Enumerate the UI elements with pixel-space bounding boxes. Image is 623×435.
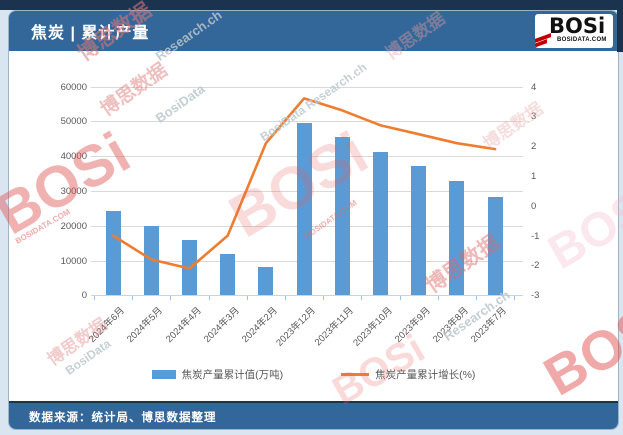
y-axis-left-tick-label: 60000: [60, 81, 87, 93]
x-axis-category-label: 2023年10月: [350, 305, 395, 350]
y-axis-left-tick-label: 40000: [60, 151, 87, 163]
y-axis-right-tick-label: 0: [531, 200, 537, 212]
x-axis-category-label: 2023年8月: [430, 305, 471, 346]
bar: [258, 267, 274, 296]
bosidata-logo: BOSi BOSIDATA.COM: [535, 14, 613, 48]
y-axis-left-tick-label: 30000: [60, 185, 87, 197]
logo-domain-text: BOSIDATA.COM: [557, 37, 607, 43]
bar: [334, 137, 350, 296]
y-axis-left-tick-label: 10000: [60, 255, 87, 267]
x-axis-tick: [208, 296, 210, 301]
top-frame-bar: [0, 0, 623, 10]
x-axis-tick: [399, 296, 401, 301]
y-axis-right-tick-label: -2: [531, 260, 540, 272]
bar: [182, 239, 197, 296]
logo-brand-text: BOSi: [549, 14, 606, 38]
gridline: [91, 225, 523, 227]
bar: [105, 211, 121, 296]
page-title: 焦炭 | 累计产量: [31, 25, 150, 42]
x-axis-tick: [94, 296, 95, 301]
x-axis-category-label: 2024年6月: [87, 305, 127, 346]
x-axis-tick: [361, 296, 363, 301]
x-axis-tick: [132, 296, 134, 301]
bar: [143, 226, 159, 296]
bar: [411, 165, 427, 296]
x-axis-category-label: 2023年11月: [313, 305, 357, 349]
legend-label: 焦炭产量累计值(万吨): [181, 369, 284, 381]
x-axis-tick: [476, 296, 477, 301]
right-frame-bar: [617, 0, 623, 52]
legend-item-bar-series: 焦炭产量累计值(万吨): [151, 367, 284, 382]
y-axis-right-tick-label: -3: [531, 290, 540, 302]
legend-label: 焦炭产量累计增长(%): [375, 369, 476, 381]
gridline: [91, 260, 523, 262]
x-axis-category-label: 2023年7月: [469, 305, 509, 346]
x-axis-tick: [246, 296, 248, 301]
x-axis-category-label: 2024年4月: [163, 305, 204, 346]
y-axis-left-tick-label: 20000: [60, 220, 87, 232]
gridline: [91, 190, 523, 192]
chart-legend: 焦炭产量累计值(万吨) 焦炭产量累计增长(%): [9, 367, 618, 382]
y-axis-right-tick-label: 3: [531, 111, 537, 123]
y-axis-left-tick-label: 0: [81, 290, 87, 302]
x-axis-category-label: 2024年2月: [239, 305, 280, 346]
y-axis-right-tick-label: 2: [531, 141, 537, 153]
bar: [449, 180, 465, 296]
x-axis-tick: [514, 296, 516, 301]
x-axis-tick: [285, 296, 286, 301]
x-axis-category-label: 2024年3月: [201, 305, 242, 346]
x-axis-line: [91, 295, 523, 297]
x-axis-tick: [170, 296, 172, 301]
bar: [373, 151, 388, 296]
card-footer: 数据来源：统计局、博思数据整理: [9, 401, 618, 429]
bar: [296, 123, 312, 296]
y-axis-left-tick-label: 50000: [60, 116, 87, 128]
gridline: [91, 86, 523, 88]
x-axis-tick: [323, 296, 325, 301]
y-axis-right-tick-label: 4: [531, 81, 537, 93]
report-card: 焦炭 | 累计产量 BOSi BOSIDATA.COM 0 10000 20000 3…: [8, 10, 619, 430]
gridline: [91, 121, 523, 123]
line-series-swatch-icon: [341, 373, 370, 376]
gridline: [91, 156, 523, 158]
y-axis-right-tick-label: 1: [531, 170, 537, 182]
x-axis-category-label: 2023年9月: [392, 305, 433, 346]
x-axis-tick: [437, 296, 439, 301]
bar: [220, 253, 236, 296]
y-axis-right-tick-label: -1: [531, 230, 540, 242]
x-axis-category-label: 2023年12月: [274, 305, 318, 350]
card-header: 焦炭 | 累计产量 BOSi BOSIDATA.COM: [9, 11, 618, 51]
x-axis-category-label: 2024年5月: [125, 305, 166, 346]
bar-series-swatch-icon: [151, 370, 176, 379]
data-source-text: 数据来源：统计局、博思数据整理: [29, 412, 217, 424]
legend-item-line-series: 焦炭产量累计增长(%): [341, 367, 475, 382]
bar: [487, 196, 503, 296]
